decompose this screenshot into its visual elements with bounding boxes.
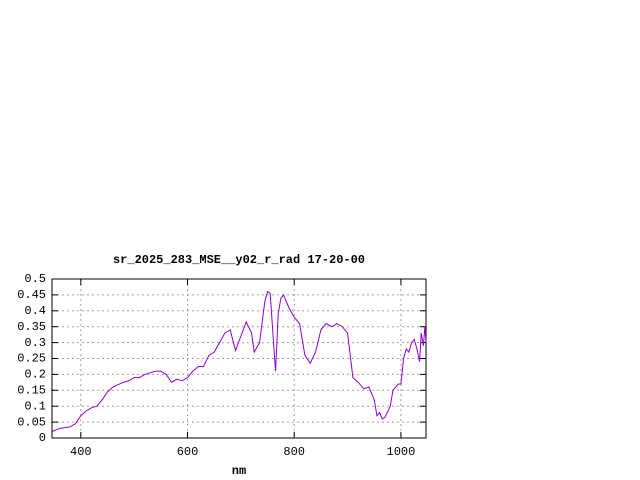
y-tick-label: 0.1	[24, 399, 46, 413]
chart-title: sr_2025_283_MSE__y02_r_rad 17-20-00	[113, 253, 365, 267]
y-tick-label: 0.5	[24, 272, 46, 286]
x-tick-label: 1000	[387, 445, 416, 459]
y-tick-label: 0.15	[17, 383, 46, 397]
plot-border	[51, 278, 427, 439]
y-tick-label: 0.25	[17, 352, 46, 366]
y-tick-label: 0.3	[24, 336, 46, 350]
y-tick-label: 0	[39, 431, 46, 445]
x-tick-label: 800	[283, 445, 305, 459]
x-tick-label: 600	[177, 445, 199, 459]
x-axis-label: nm	[232, 464, 246, 478]
x-tick-label: 400	[70, 445, 92, 459]
y-tick-label: 0.05	[17, 415, 46, 429]
y-tick-label: 0.35	[17, 320, 46, 334]
y-tick-label: 0.4	[24, 304, 46, 318]
data-line	[51, 290, 427, 433]
y-tick-label: 0.45	[17, 288, 46, 302]
y-tick-label: 0.2	[24, 368, 46, 382]
